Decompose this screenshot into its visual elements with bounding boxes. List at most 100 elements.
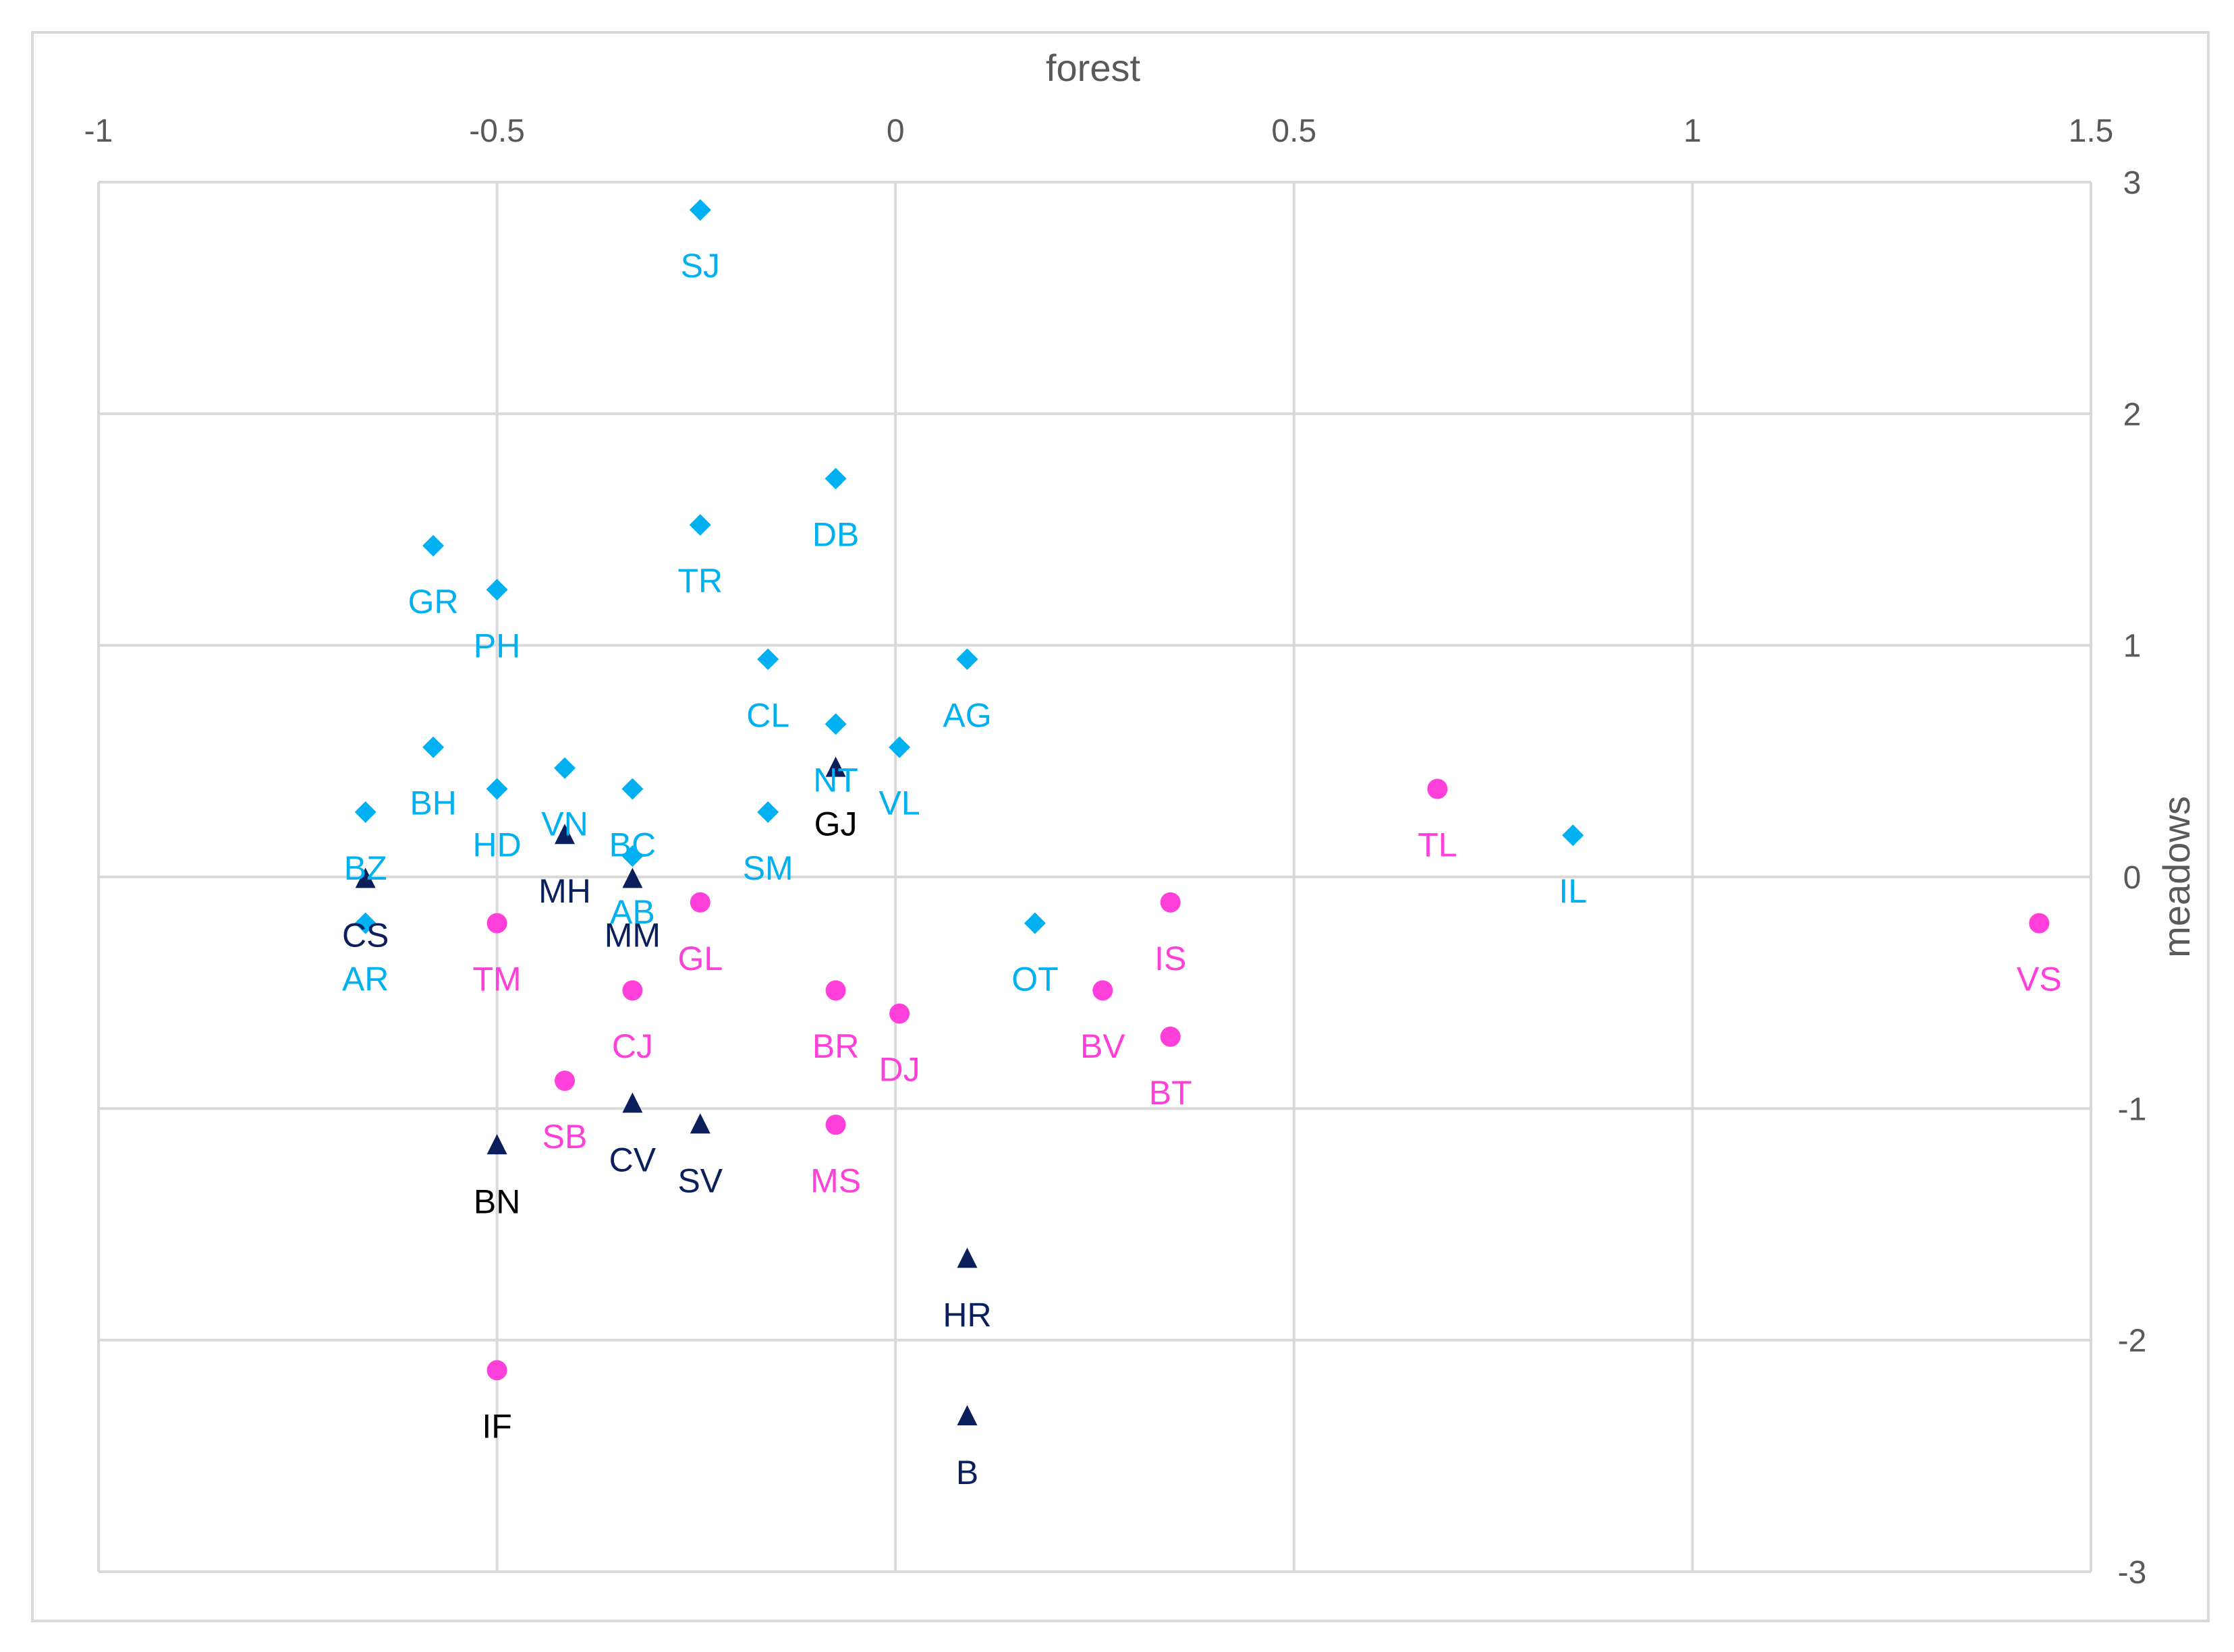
y-tick-label: -1 bbox=[2118, 1091, 2147, 1127]
y-tick-label: 3 bbox=[2123, 165, 2142, 201]
data-label-BR: BR bbox=[812, 1027, 859, 1065]
data-label-AG: AG bbox=[943, 696, 991, 734]
point-circle-CJ bbox=[622, 980, 643, 1001]
point-triangle-B bbox=[957, 1404, 978, 1425]
data-label-NT: NT bbox=[813, 761, 858, 799]
point-diamond-OT bbox=[1024, 912, 1046, 934]
point-triangle-MH bbox=[555, 824, 576, 845]
point-triangle-CS bbox=[355, 867, 376, 888]
data-label-SV: SV bbox=[677, 1162, 723, 1199]
x-tick-label: 1 bbox=[1683, 113, 1702, 149]
data-label-VL: VL bbox=[879, 785, 920, 822]
data-label-SM: SM bbox=[743, 849, 793, 887]
y-tick-label: -2 bbox=[2118, 1323, 2147, 1359]
data-label-MH: MH bbox=[538, 872, 591, 910]
point-triangle-MM bbox=[622, 867, 643, 888]
point-circle-VS bbox=[2029, 913, 2050, 934]
point-diamond-HD bbox=[486, 778, 508, 800]
data-label-GR: GR bbox=[408, 583, 459, 621]
data-points bbox=[354, 199, 2050, 1425]
data-label-TL: TL bbox=[1418, 826, 1457, 864]
point-circle-TM bbox=[486, 913, 507, 934]
y-axis-title: meadows bbox=[2155, 796, 2198, 958]
point-circle-GL bbox=[690, 892, 710, 913]
point-diamond-PH bbox=[486, 579, 508, 601]
point-circle-SB bbox=[555, 1071, 576, 1091]
point-triangle-HR bbox=[957, 1247, 978, 1268]
data-label-BV: BV bbox=[1080, 1027, 1125, 1065]
data-label-SB: SB bbox=[542, 1118, 588, 1156]
point-triangle-GJ bbox=[825, 756, 846, 777]
data-label-HD: HD bbox=[472, 826, 521, 864]
data-label-DB: DB bbox=[812, 515, 859, 553]
data-label-AB: AB bbox=[610, 893, 655, 931]
point-circle-BR bbox=[825, 980, 846, 1001]
point-circle-BT bbox=[1160, 1026, 1181, 1047]
y-axis-ticks: 3 2 1 0 -1 -2 -3 bbox=[2118, 165, 2147, 1591]
x-tick-label: 0.5 bbox=[1271, 113, 1316, 149]
point-triangle-SV bbox=[690, 1113, 710, 1134]
data-label-B: B bbox=[956, 1454, 978, 1491]
data-label-TR: TR bbox=[677, 562, 723, 600]
data-label-PH: PH bbox=[474, 627, 520, 664]
data-label-GL: GL bbox=[677, 940, 723, 977]
data-label-CV: CV bbox=[609, 1141, 657, 1178]
data-label-VN: VN bbox=[541, 805, 588, 843]
data-label-CJ: CJ bbox=[612, 1027, 653, 1065]
point-circle-DJ bbox=[889, 1003, 910, 1024]
data-label-CS: CS bbox=[342, 916, 389, 954]
data-label-SJ: SJ bbox=[681, 247, 720, 285]
y-tick-label: 2 bbox=[2123, 397, 2142, 432]
x-tick-label: -1 bbox=[84, 113, 113, 149]
point-diamond-AG bbox=[956, 648, 978, 671]
x-axis-title: forest bbox=[1046, 47, 1140, 89]
data-label-BC: BC bbox=[609, 826, 656, 864]
data-labels: SJ DB TR GR PH CL AG NT BH VL VN HD BC BZ SM AB IL AR OT TL… bbox=[342, 247, 2062, 1491]
y-tick-label: 1 bbox=[2123, 629, 2142, 664]
point-diamond-AB bbox=[621, 845, 644, 867]
chart-frame bbox=[31, 31, 2210, 1622]
point-diamond-SM bbox=[757, 801, 779, 823]
point-diamond-BC bbox=[621, 778, 644, 800]
data-label-IS: IS bbox=[1154, 940, 1186, 977]
data-label-MS: MS bbox=[810, 1162, 861, 1199]
data-label-HR: HR bbox=[943, 1297, 991, 1334]
data-label-BN: BN bbox=[474, 1183, 520, 1220]
point-triangle-CV bbox=[622, 1092, 643, 1113]
y-tick-label: 0 bbox=[2123, 860, 2142, 896]
x-tick-label: 1.5 bbox=[2069, 113, 2114, 149]
data-label-CL: CL bbox=[746, 696, 789, 734]
point-diamond-BH bbox=[422, 736, 445, 758]
data-label-IL: IL bbox=[1559, 872, 1587, 910]
data-label-VS: VS bbox=[2017, 961, 2062, 998]
point-circle-TL bbox=[1427, 778, 1448, 799]
point-diamond-CL bbox=[757, 648, 779, 671]
point-diamond-BZ bbox=[354, 801, 376, 823]
x-axis-ticks: -1 -0.5 0 0.5 1 1.5 bbox=[84, 113, 2114, 149]
point-circle-IS bbox=[1160, 892, 1181, 913]
x-tick-label: -0.5 bbox=[469, 113, 525, 149]
data-label-GJ: GJ bbox=[814, 805, 858, 843]
point-circle-BV bbox=[1092, 980, 1113, 1001]
data-label-DJ: DJ bbox=[879, 1051, 920, 1089]
point-diamond-DB bbox=[825, 467, 847, 490]
gridlines bbox=[97, 181, 2092, 1573]
point-diamond-VL bbox=[889, 736, 911, 758]
point-triangle-BN bbox=[486, 1134, 507, 1155]
y-tick-label: -3 bbox=[2118, 1555, 2147, 1591]
point-diamond-IL bbox=[1562, 824, 1584, 847]
data-label-OT: OT bbox=[1011, 961, 1058, 998]
x-tick-label: 0 bbox=[887, 113, 905, 149]
data-label-BZ: BZ bbox=[344, 849, 387, 887]
point-diamond-SJ bbox=[689, 199, 711, 221]
data-label-MM: MM bbox=[605, 916, 661, 954]
point-diamond-NT bbox=[825, 713, 847, 735]
point-diamond-VN bbox=[554, 757, 576, 779]
point-diamond-AR bbox=[354, 912, 376, 934]
point-circle-MS bbox=[825, 1114, 846, 1135]
data-label-BT: BT bbox=[1149, 1074, 1192, 1112]
data-label-TM: TM bbox=[472, 961, 521, 998]
